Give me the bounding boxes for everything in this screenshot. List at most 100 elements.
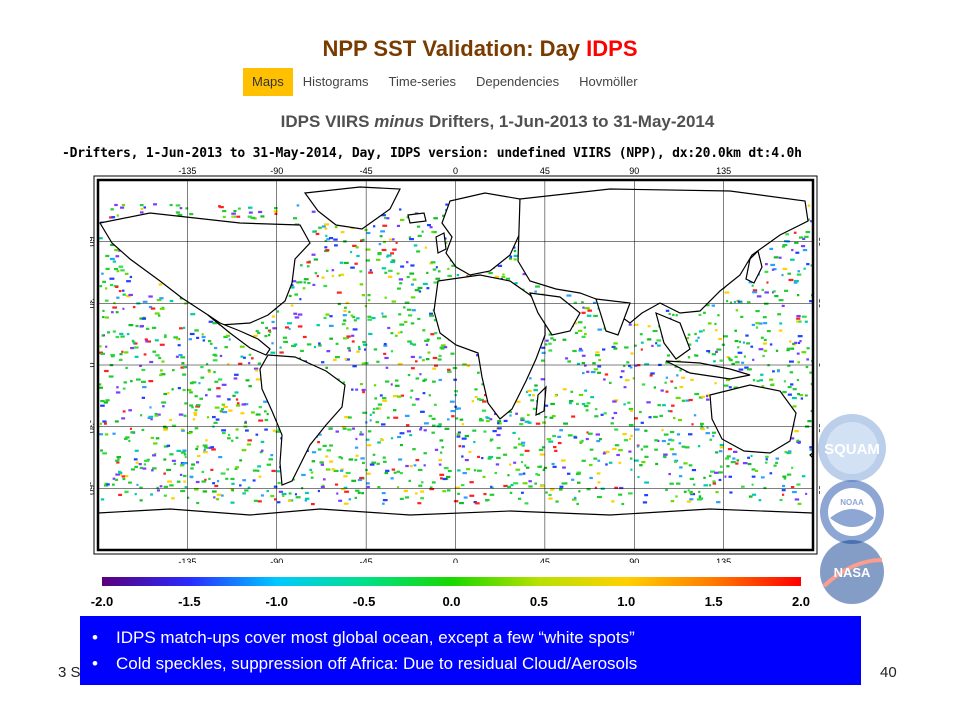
match-point xyxy=(416,398,420,401)
match-point xyxy=(456,273,460,277)
match-point xyxy=(688,433,693,436)
footer-left-text: 3 S xyxy=(58,664,81,681)
match-point xyxy=(350,314,354,317)
match-point xyxy=(781,304,785,307)
match-point xyxy=(518,497,522,500)
match-point xyxy=(195,404,201,407)
match-point xyxy=(440,477,443,480)
match-point xyxy=(657,439,660,443)
tab-maps[interactable]: Maps xyxy=(243,68,293,96)
match-point xyxy=(335,430,339,433)
match-point xyxy=(311,460,316,463)
match-point xyxy=(662,455,667,458)
match-point xyxy=(144,459,149,462)
match-point xyxy=(586,431,589,434)
match-point xyxy=(158,356,162,360)
match-point xyxy=(104,316,109,319)
match-point xyxy=(390,437,394,440)
match-point xyxy=(219,410,222,413)
match-point xyxy=(206,363,209,366)
match-point xyxy=(235,428,239,431)
match-point xyxy=(596,495,602,499)
match-point xyxy=(285,326,290,329)
match-point xyxy=(513,254,519,257)
match-point xyxy=(315,232,320,236)
match-point xyxy=(324,246,328,249)
match-point xyxy=(689,498,694,501)
match-point xyxy=(498,422,502,425)
match-point xyxy=(368,332,373,336)
tab-histograms[interactable]: Histograms xyxy=(302,74,369,89)
tab-time-series[interactable]: Time-series xyxy=(388,74,456,89)
match-point xyxy=(252,479,256,482)
match-point xyxy=(694,354,697,357)
match-point xyxy=(348,458,354,461)
match-point xyxy=(248,206,253,209)
lat-tick-label: -30 xyxy=(817,420,820,433)
greenland xyxy=(303,186,401,230)
match-point xyxy=(747,368,752,371)
match-point xyxy=(321,484,325,487)
match-point xyxy=(774,295,779,298)
match-point xyxy=(524,420,530,423)
match-point xyxy=(133,458,138,461)
match-point xyxy=(351,340,355,343)
match-point xyxy=(542,421,547,424)
match-point xyxy=(445,475,451,479)
match-point xyxy=(310,502,315,506)
match-point xyxy=(128,439,131,443)
match-point xyxy=(722,335,728,338)
match-point xyxy=(399,208,402,211)
match-point xyxy=(679,369,682,372)
match-point xyxy=(255,433,259,436)
match-point xyxy=(142,300,148,303)
match-point xyxy=(660,389,664,392)
match-point xyxy=(778,329,783,332)
match-point xyxy=(233,209,237,213)
match-point xyxy=(273,498,277,501)
match-point xyxy=(243,356,246,359)
tab-dependencies[interactable]: Dependencies xyxy=(475,74,560,89)
match-point xyxy=(189,391,193,394)
match-point xyxy=(405,496,410,499)
match-point xyxy=(715,451,719,454)
match-point xyxy=(191,463,195,466)
match-point xyxy=(411,403,416,406)
match-point xyxy=(444,427,450,430)
match-point xyxy=(155,354,160,357)
match-point xyxy=(171,424,177,427)
match-point xyxy=(435,266,438,269)
match-point xyxy=(111,311,114,314)
match-point xyxy=(100,404,105,407)
match-point xyxy=(714,471,719,474)
match-point xyxy=(296,281,299,284)
match-point xyxy=(386,254,392,257)
indonesia xyxy=(665,360,751,380)
match-point xyxy=(613,411,618,415)
match-point xyxy=(113,267,118,271)
match-point xyxy=(356,317,360,320)
match-point xyxy=(125,366,128,370)
match-point xyxy=(407,373,411,377)
match-point xyxy=(318,344,322,347)
match-point xyxy=(411,309,416,312)
match-point xyxy=(573,496,577,499)
match-point xyxy=(762,316,767,319)
match-point xyxy=(339,469,344,472)
match-point xyxy=(731,362,735,366)
match-point xyxy=(584,307,590,310)
match-point xyxy=(548,440,554,443)
match-point xyxy=(451,415,455,418)
match-point xyxy=(103,401,108,404)
tab-hovmoller[interactable]: Hovmöller xyxy=(579,74,638,89)
match-point xyxy=(166,468,172,472)
match-point xyxy=(464,434,470,438)
match-point xyxy=(551,414,556,418)
match-point xyxy=(98,433,104,436)
match-point xyxy=(134,465,139,468)
match-point xyxy=(644,494,649,497)
match-point xyxy=(346,336,349,340)
match-point xyxy=(721,343,725,346)
match-point xyxy=(416,250,421,253)
match-point xyxy=(404,301,410,304)
